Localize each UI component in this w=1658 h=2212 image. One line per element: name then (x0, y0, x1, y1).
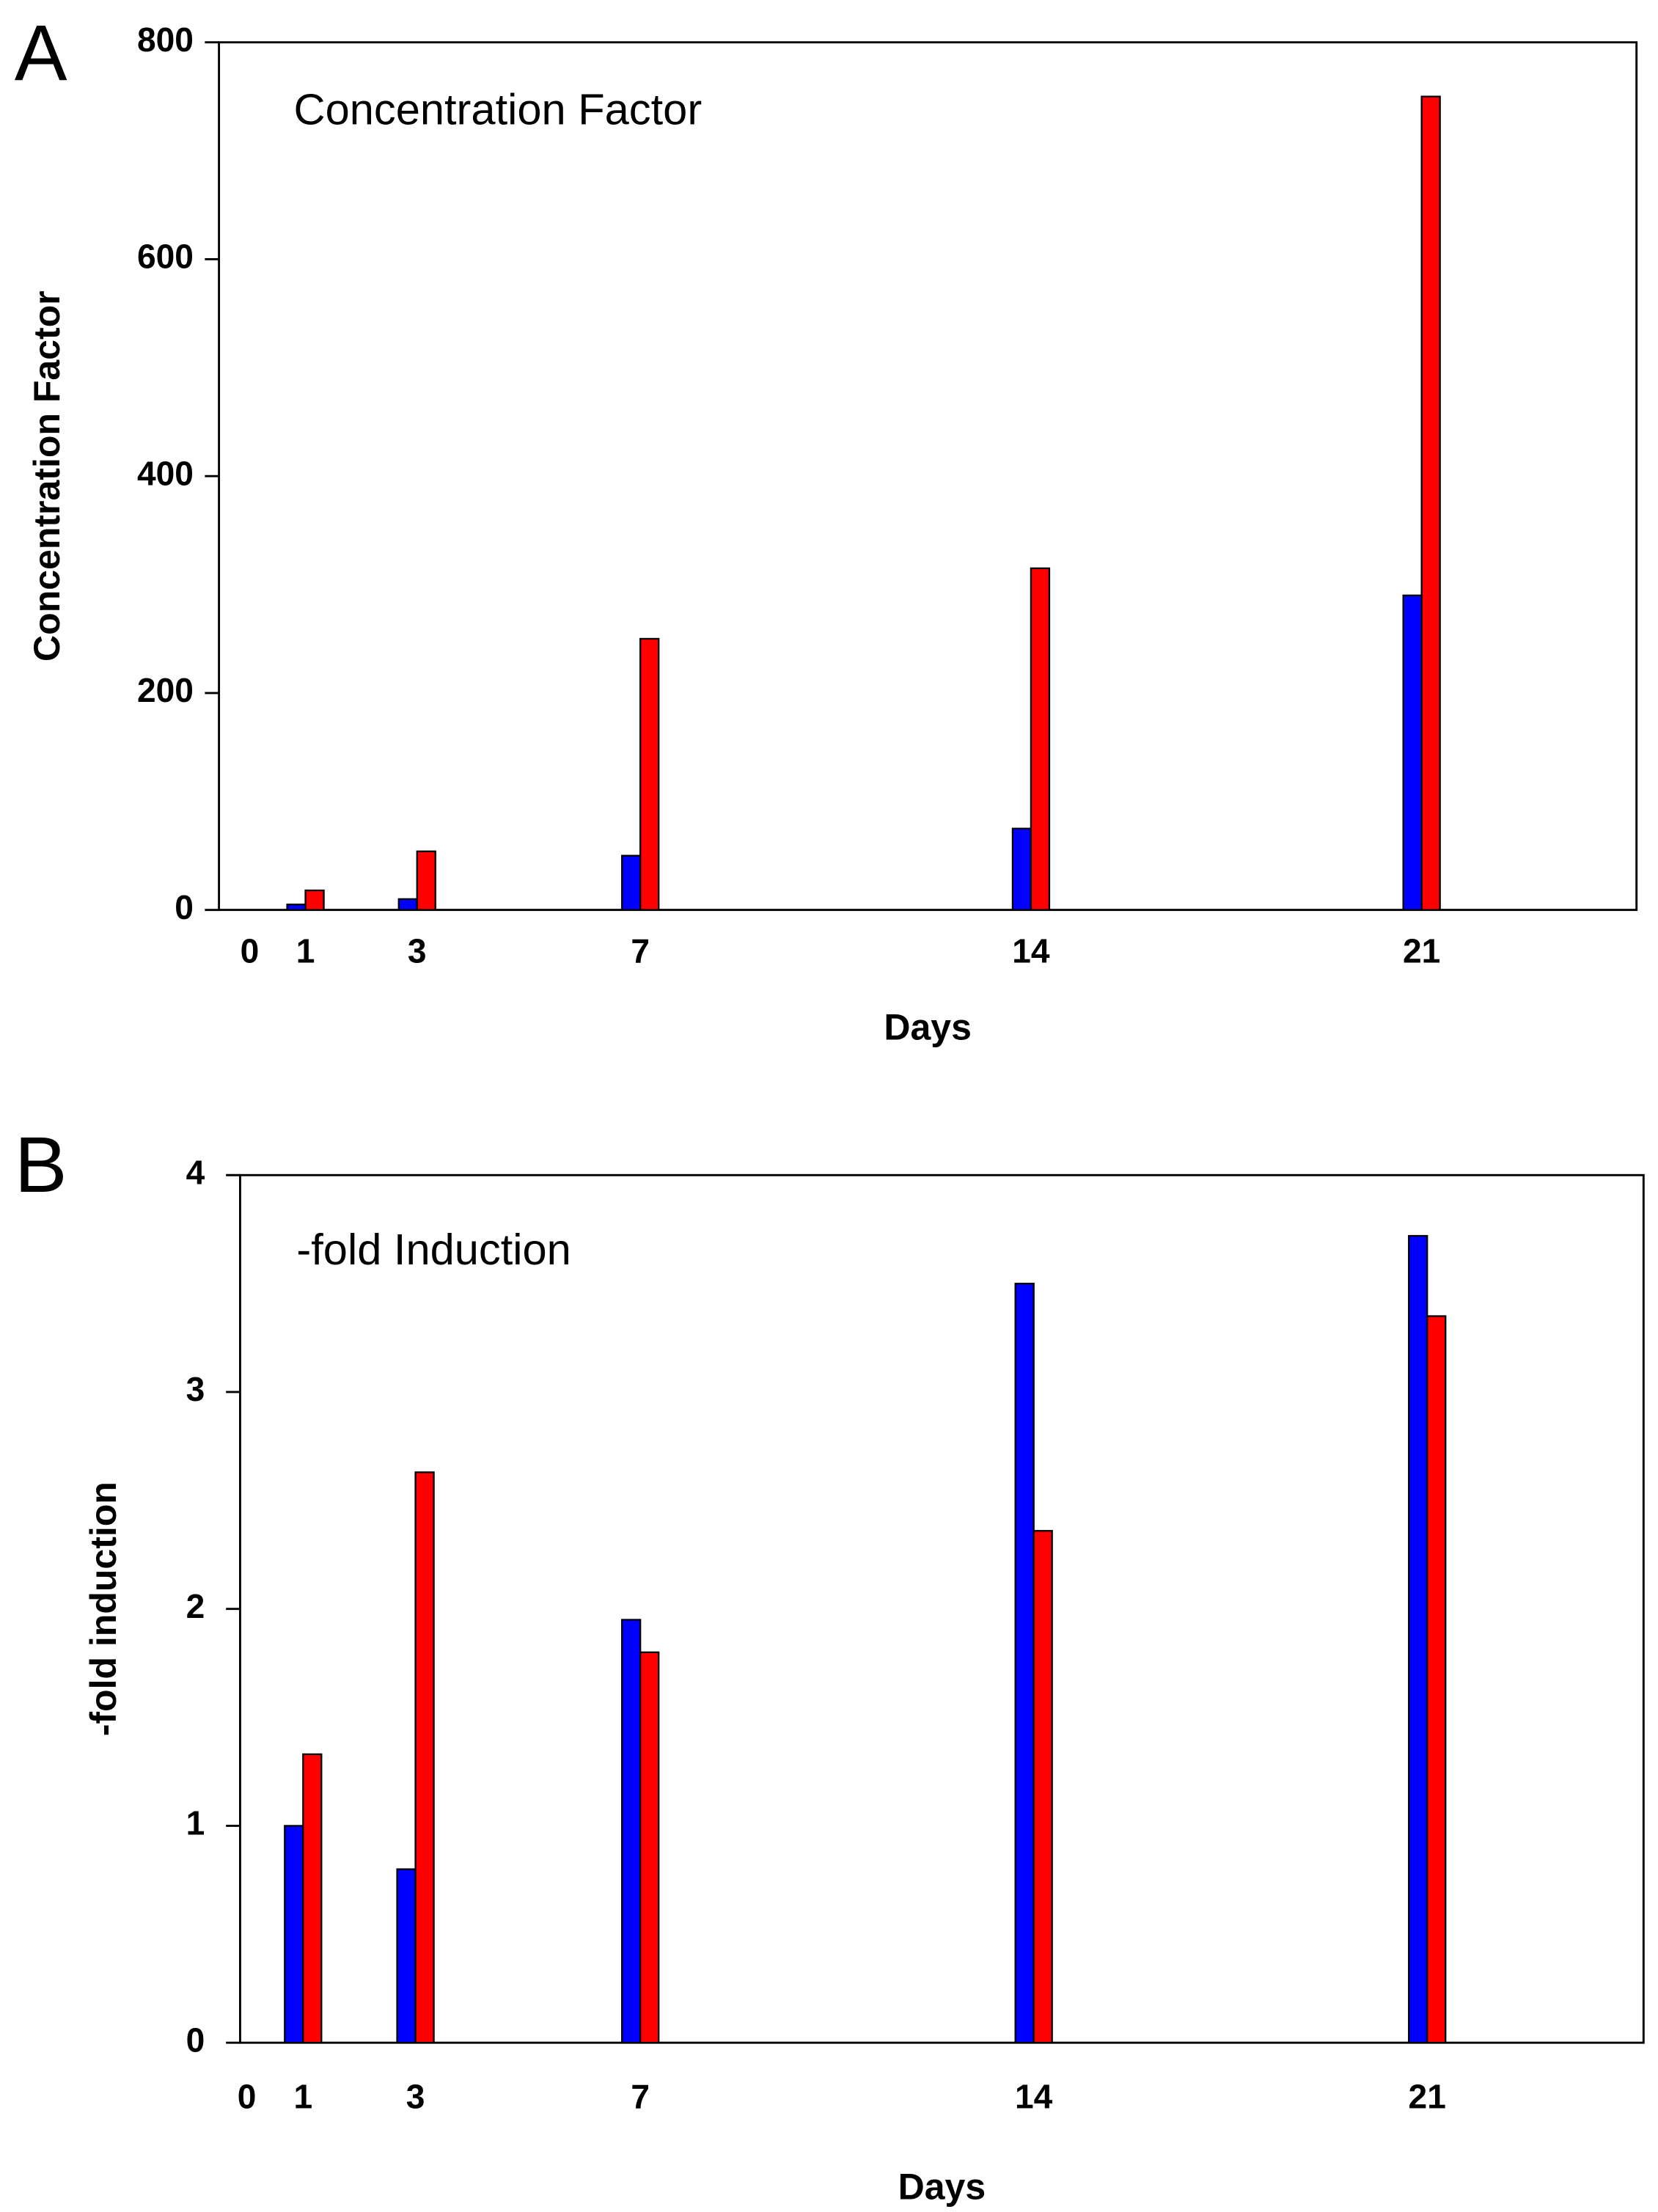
x-tick-label: 7 (631, 931, 650, 970)
x-tick-label: 21 (1403, 931, 1440, 970)
x-tick-label: 0 (241, 931, 260, 970)
bar (1014, 1282, 1035, 2044)
y-tick-label: 200 (137, 671, 194, 709)
bar (621, 1619, 642, 2044)
bar (1402, 594, 1423, 911)
y-axis-label: -fold induction (83, 1482, 124, 1736)
bar (414, 1471, 435, 2044)
y-tick-label: 3 (186, 1370, 205, 1408)
x-axis-label: Days (884, 1006, 972, 1047)
x-tick-label: 3 (408, 931, 427, 970)
y-tick-label: 0 (175, 888, 194, 926)
bar (1030, 567, 1051, 911)
x-tick-label: 21 (1409, 2077, 1446, 2115)
annotation: -fold Induction (296, 1225, 571, 1274)
bar (416, 850, 436, 911)
y-tick-label: 4 (186, 1153, 205, 1191)
y-tick-label: 0 (186, 2021, 205, 2059)
bar (1032, 1530, 1053, 2044)
y-axis-label: Concentration Factor (26, 290, 67, 662)
x-tick-label: 1 (293, 2077, 312, 2115)
bar (304, 889, 325, 911)
x-tick-label: 3 (406, 2077, 425, 2115)
bar (1420, 95, 1441, 911)
bar (639, 1651, 660, 2044)
x-tick-label: 1 (296, 931, 315, 970)
annotation: Concentration Factor (294, 85, 703, 134)
bar (286, 904, 307, 911)
x-axis-label: Days (898, 2166, 986, 2207)
x-tick-label: 7 (631, 2077, 650, 2115)
panel-label: B (15, 1120, 67, 1209)
bar (621, 854, 642, 911)
x-tick-label: 0 (238, 2077, 257, 2115)
bar (1408, 1234, 1428, 2044)
x-tick-label: 14 (1012, 931, 1050, 970)
y-tick-label: 1 (186, 1804, 205, 1842)
bar (397, 898, 418, 911)
bar (284, 1825, 304, 2044)
bar (396, 1868, 417, 2044)
bar (1426, 1315, 1447, 2044)
panel-label: A (15, 8, 67, 97)
y-tick-label: 600 (137, 238, 194, 276)
x-tick-label: 14 (1015, 2077, 1053, 2115)
bar (639, 637, 660, 911)
bar (1011, 827, 1032, 911)
y-tick-label: 800 (137, 21, 194, 59)
bar (302, 1753, 323, 2044)
y-tick-label: 400 (137, 454, 194, 492)
y-tick-label: 2 (186, 1587, 205, 1625)
